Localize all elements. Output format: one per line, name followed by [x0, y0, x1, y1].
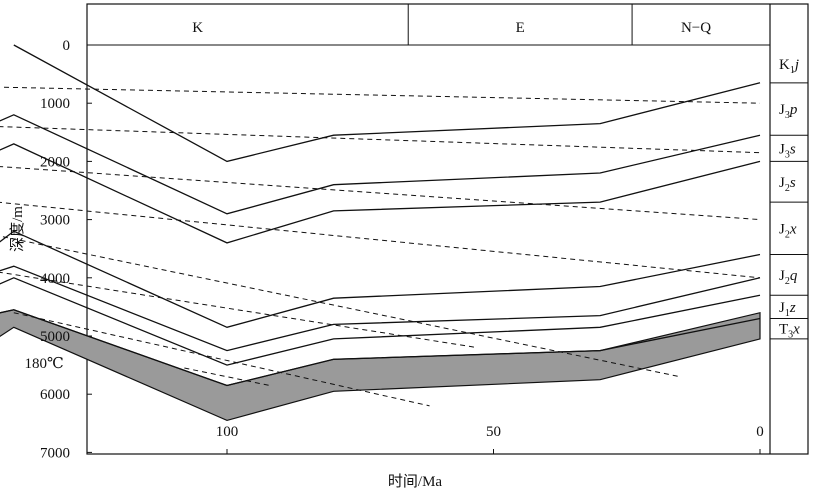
isotherm-line-60℃ — [0, 126, 761, 154]
isotherm-line-40℃ — [0, 86, 761, 104]
x-tick-label: 50 — [486, 424, 501, 440]
formation-column: K1j J3p J3s J2s J2x J2q J1z T3x — [770, 57, 808, 341]
formation-label-J2q: J2q — [779, 268, 798, 287]
y-tick-label: 1000 — [40, 96, 70, 112]
burial-curve-J3p — [0, 114, 761, 215]
x-tick-label: 0 — [756, 424, 764, 440]
x-axis-label: 时间/Ma — [388, 473, 443, 490]
period-label-N−Q: N−Q — [681, 20, 711, 36]
y-tick-label: 2000 — [40, 154, 70, 170]
isotherm-line-160℃ — [13, 312, 430, 407]
isotherm-line-100℃ — [0, 201, 761, 279]
shaded-band-group — [0, 309, 761, 422]
y-tick-label: 3000 — [40, 213, 70, 229]
burial-curve-J3s — [0, 143, 761, 244]
plot-frame — [86, 3, 809, 455]
burial-curve-J2q — [0, 277, 761, 366]
y-tick-label: 7000 — [40, 445, 70, 461]
formation-label-K1j: K1j — [779, 57, 799, 76]
shaded-band-T3x — [0, 309, 761, 422]
burial-curve-group — [0, 44, 761, 387]
formation-label-J3s: J3s — [779, 141, 796, 160]
y-tick-label: 0 — [63, 38, 71, 54]
y-tick-label: 5000 — [40, 329, 70, 345]
formation-label-J2x: J2x — [779, 221, 797, 240]
x-tick-label: 100 — [216, 424, 239, 440]
isotherm-label: 180℃ — [24, 356, 63, 372]
y-tick-label: 6000 — [40, 387, 70, 403]
y-axis-label: 深度/m — [9, 206, 26, 252]
burial-curve-J2s — [0, 230, 761, 328]
axis-group: 0100020003000400050006000700025020015010… — [40, 38, 764, 461]
isotherm-line-80℃ — [0, 166, 761, 221]
isotherm-group: 40℃60℃80℃100℃120℃140℃160℃180℃ — [0, 86, 761, 407]
period-label-E: E — [516, 20, 525, 36]
burial-curve-J2x — [0, 265, 761, 352]
period-label-K: K — [192, 20, 203, 36]
isotherm-line-180℃ — [184, 367, 270, 386]
formation-label-T3x: T3x — [779, 322, 800, 341]
burial-curve-K1j — [13, 44, 761, 163]
formation-label-J3p: J3p — [779, 102, 798, 121]
y-tick-label: 4000 — [40, 271, 70, 287]
burial-curve-J1z — [0, 309, 761, 387]
period-strip: TJKEN−Q — [87, 4, 770, 46]
formation-label-J2s: J2s — [779, 175, 796, 194]
formation-label-J1z: J1z — [779, 300, 796, 319]
isotherm-line-120℃ — [0, 235, 681, 378]
